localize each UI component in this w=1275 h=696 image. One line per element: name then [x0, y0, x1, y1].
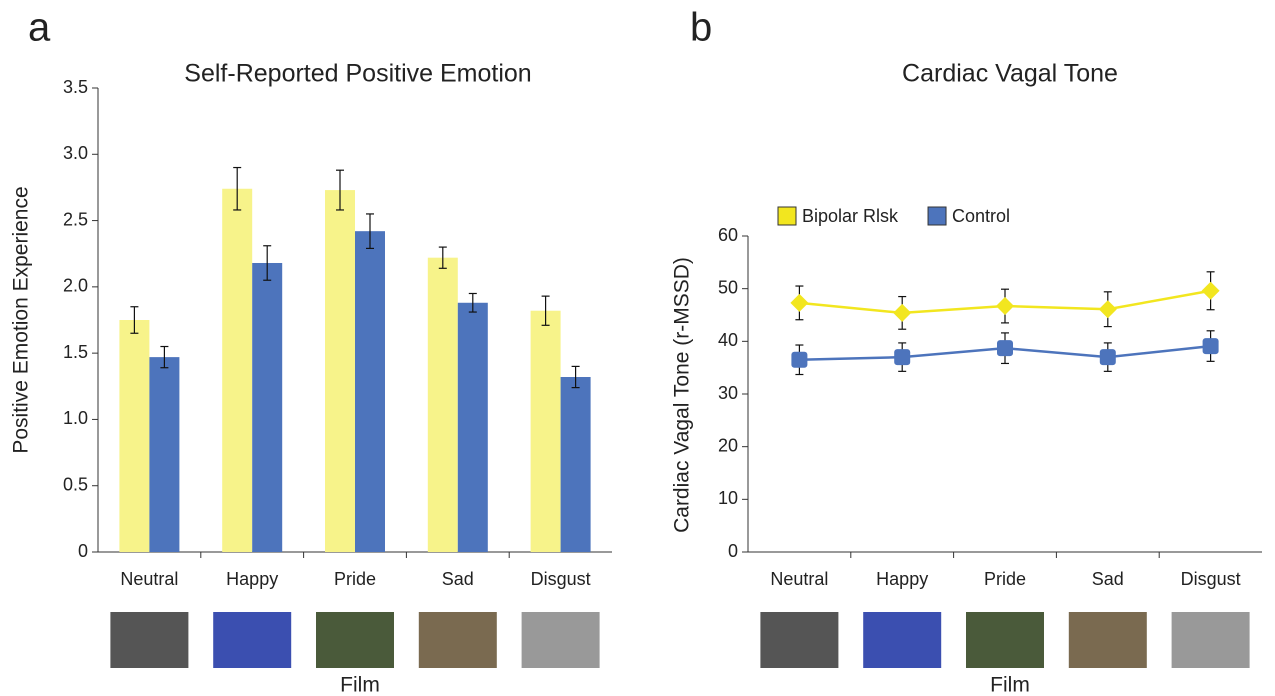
x-tick-label: Disgust	[531, 569, 591, 589]
marker	[1203, 338, 1219, 354]
figure: a Self-Reported Positive Emotion Positive …	[0, 0, 1275, 696]
film-thumbnail	[110, 612, 188, 668]
bar	[252, 263, 282, 552]
y-tick-label: 20	[718, 435, 738, 455]
y-tick-label: 50	[718, 277, 738, 297]
x-tick-label: Neutral	[120, 569, 178, 589]
legend-swatch	[928, 207, 946, 225]
film-thumbnail	[316, 612, 394, 668]
y-tick-label: 2.0	[63, 276, 88, 296]
film-thumbnail	[966, 612, 1044, 668]
marker	[1099, 300, 1117, 318]
x-tick-label: Sad	[442, 569, 474, 589]
panel-label: a	[28, 6, 51, 50]
x-axis-label: Film	[990, 674, 1030, 696]
bar	[561, 377, 591, 552]
x-tick-label: Pride	[984, 569, 1026, 589]
bar	[119, 320, 149, 552]
legend-label: Control	[952, 206, 1010, 226]
y-axis-label: Positive Emotion Experience	[10, 186, 33, 453]
film-thumbnail	[863, 612, 941, 668]
bar	[531, 311, 561, 552]
panel-label: b	[690, 6, 712, 50]
x-tick-label: Sad	[1092, 569, 1124, 589]
marker	[894, 349, 910, 365]
film-thumbnail	[1172, 612, 1250, 668]
film-thumbnail	[522, 612, 600, 668]
bar	[222, 189, 252, 552]
y-tick-label: 0	[728, 541, 738, 561]
chart-title: Self-Reported Positive Emotion	[184, 60, 531, 88]
y-axis-label: Cardiac Vagal Tone (r-MSSD)	[671, 257, 694, 533]
legend-label: Bipolar Rlsk	[802, 206, 899, 226]
bar	[325, 190, 355, 552]
bar	[458, 303, 488, 552]
x-tick-label: Disgust	[1181, 569, 1241, 589]
marker	[1100, 349, 1116, 365]
marker	[1202, 282, 1220, 300]
y-tick-label: 3.5	[63, 77, 88, 97]
y-tick-label: 30	[718, 383, 738, 403]
x-tick-label: Pride	[334, 569, 376, 589]
bar	[149, 357, 179, 552]
bar	[428, 258, 458, 552]
legend-swatch	[778, 207, 796, 225]
marker	[997, 340, 1013, 356]
x-axis-label: Film	[340, 674, 380, 696]
y-tick-label: 1.0	[63, 408, 88, 428]
y-tick-label: 60	[718, 225, 738, 245]
film-thumbnail	[213, 612, 291, 668]
marker	[790, 294, 808, 312]
bar	[355, 231, 385, 552]
y-tick-label: 10	[718, 488, 738, 508]
x-tick-label: Neutral	[770, 569, 828, 589]
film-thumbnail	[760, 612, 838, 668]
x-tick-label: Happy	[876, 569, 928, 589]
film-thumbnail	[419, 612, 497, 668]
x-tick-label: Happy	[226, 569, 278, 589]
y-tick-label: 0.5	[63, 474, 88, 494]
chart-title: Cardiac Vagal Tone	[902, 60, 1118, 88]
y-tick-label: 1.5	[63, 342, 88, 362]
y-tick-label: 2.5	[63, 209, 88, 229]
marker	[893, 304, 911, 322]
film-thumbnail	[1069, 612, 1147, 668]
y-tick-label: 3.0	[63, 143, 88, 163]
y-tick-label: 40	[718, 330, 738, 350]
y-tick-label: 0	[78, 541, 88, 561]
marker	[791, 352, 807, 368]
marker	[996, 297, 1014, 315]
